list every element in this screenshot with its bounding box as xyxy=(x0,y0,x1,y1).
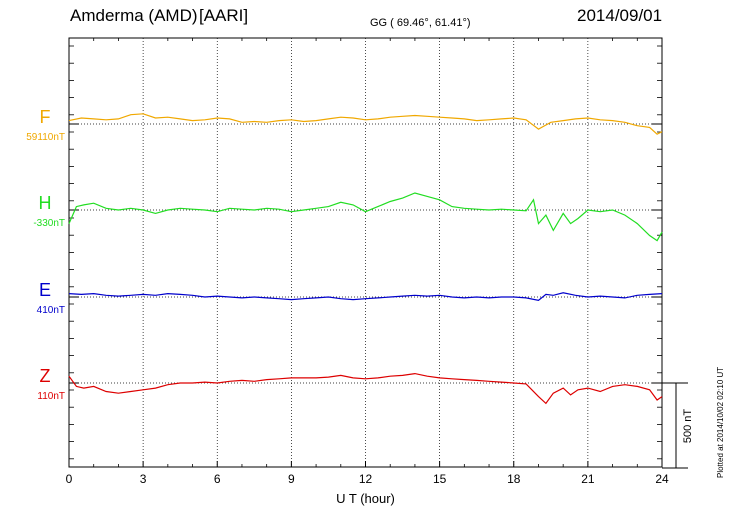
baseline-value-F: 59110nT xyxy=(26,132,65,143)
station-title: Amderma (AMD) xyxy=(70,6,198,25)
baseline-value-H: -330nT xyxy=(33,218,65,229)
x-tick-label: 3 xyxy=(140,472,147,486)
baseline-value-Z: 110nT xyxy=(37,391,65,402)
plotted-timestamp: Plotted at 2014/10/02 02:10 UT xyxy=(716,366,725,478)
x-tick-label: 6 xyxy=(214,472,221,486)
x-tick-label: 24 xyxy=(655,472,669,486)
plot-frame xyxy=(68,37,663,468)
x-tick-label: 0 xyxy=(66,472,73,486)
baseline-value-E: 410nT xyxy=(37,305,65,316)
x-tick-label: 15 xyxy=(433,472,447,486)
x-tick-label: 12 xyxy=(359,472,373,486)
component-label-Z: Z xyxy=(40,366,51,386)
component-label-E: E xyxy=(39,280,51,300)
institute-label: [AARI] xyxy=(199,6,249,25)
series-line-F xyxy=(68,113,663,135)
series-line-Z xyxy=(68,372,663,405)
component-label-F: F xyxy=(40,107,51,127)
geographic-coords: GG ( 69.46°, 61.41°) xyxy=(370,17,471,29)
date-label: 2014/09/01 xyxy=(577,6,663,25)
x-tick-label: 18 xyxy=(507,472,521,486)
x-tick-label: 9 xyxy=(288,472,295,486)
series-line-E xyxy=(68,292,663,302)
scale-bar-label: 500 nT xyxy=(682,409,694,444)
series-line-H xyxy=(68,192,663,242)
x-tick-label: 21 xyxy=(581,472,595,486)
x-axis-label: U T (hour) xyxy=(336,491,395,506)
component-label-H: H xyxy=(39,193,52,213)
scale-bar: 500 nT xyxy=(662,382,694,469)
